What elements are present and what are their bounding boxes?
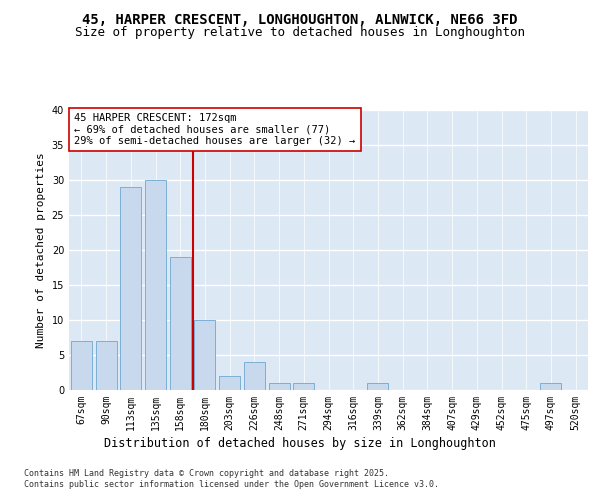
Bar [244,362,265,390]
Y-axis label: Number of detached properties: Number of detached properties [36,152,46,348]
Bar [95,341,116,390]
Text: Contains public sector information licensed under the Open Government Licence v3: Contains public sector information licen… [24,480,439,489]
Bar [269,383,290,390]
Text: 45 HARPER CRESCENT: 172sqm
← 69% of detached houses are smaller (77)
29% of semi: 45 HARPER CRESCENT: 172sqm ← 69% of deta… [74,113,355,146]
Text: Distribution of detached houses by size in Longhoughton: Distribution of detached houses by size … [104,438,496,450]
Bar [71,341,92,390]
Bar [541,383,562,390]
Bar [293,383,314,390]
Text: Size of property relative to detached houses in Longhoughton: Size of property relative to detached ho… [75,26,525,39]
Bar [120,187,141,390]
Bar [219,376,240,390]
Text: Contains HM Land Registry data © Crown copyright and database right 2025.: Contains HM Land Registry data © Crown c… [24,469,389,478]
Bar [367,383,388,390]
Bar [170,257,191,390]
Bar [194,320,215,390]
Bar [145,180,166,390]
Text: 45, HARPER CRESCENT, LONGHOUGHTON, ALNWICK, NE66 3FD: 45, HARPER CRESCENT, LONGHOUGHTON, ALNWI… [82,12,518,26]
